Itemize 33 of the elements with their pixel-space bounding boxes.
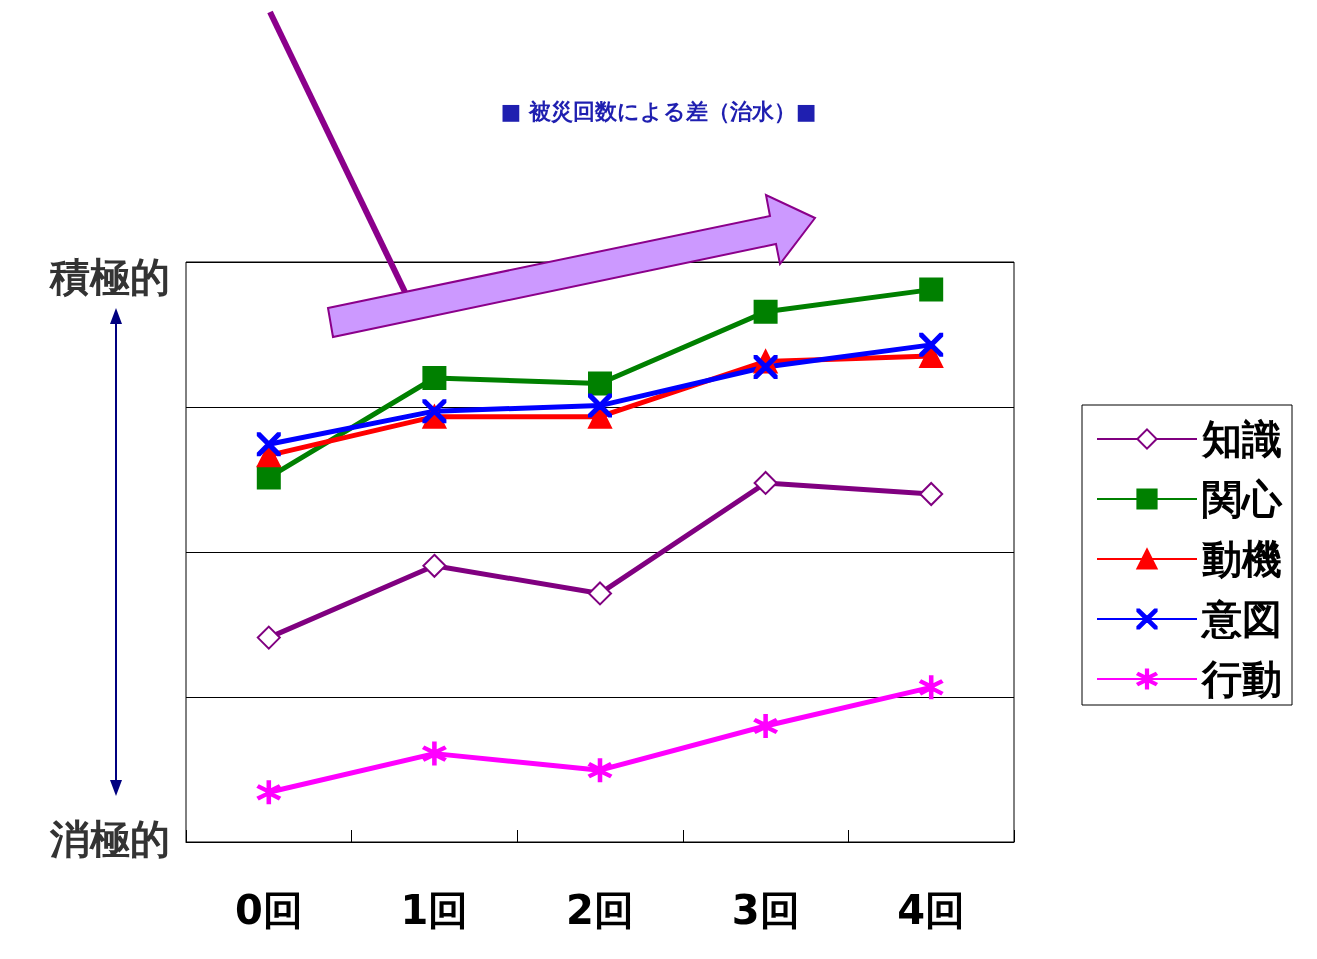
legend-label: 動機 — [1202, 536, 1282, 582]
point — [422, 399, 447, 424]
point — [919, 675, 944, 700]
legend-label: 意図 — [1200, 596, 1282, 642]
point — [588, 371, 612, 396]
point — [256, 780, 281, 805]
legend-label: 行動 — [1200, 656, 1282, 702]
x-tick-label: 1回 — [400, 887, 469, 933]
point — [919, 482, 944, 506]
point — [588, 758, 612, 783]
point — [422, 366, 447, 390]
point — [919, 277, 944, 302]
x-tick-label: 2回 — [566, 887, 634, 933]
point — [753, 470, 778, 495]
text: 積極的 — [50, 253, 170, 302]
x-tick-label: 0回 — [234, 887, 303, 933]
point — [753, 354, 778, 379]
x-tick-label: 3回 — [731, 887, 800, 933]
legend-label: 関心 — [1202, 476, 1283, 522]
point — [256, 465, 281, 490]
point — [422, 553, 447, 578]
point — [753, 299, 778, 324]
point — [588, 581, 612, 606]
point — [588, 393, 612, 418]
x-tick-label: 4回 — [897, 887, 966, 933]
point — [919, 332, 944, 357]
point — [256, 625, 281, 650]
legend-label: 知識 — [1201, 416, 1282, 462]
text: 消極的 — [50, 815, 170, 864]
chart-title: ■ 被災回数による差（治水）■ — [500, 98, 817, 124]
point — [753, 714, 778, 738]
point — [422, 741, 447, 766]
point — [256, 432, 281, 457]
